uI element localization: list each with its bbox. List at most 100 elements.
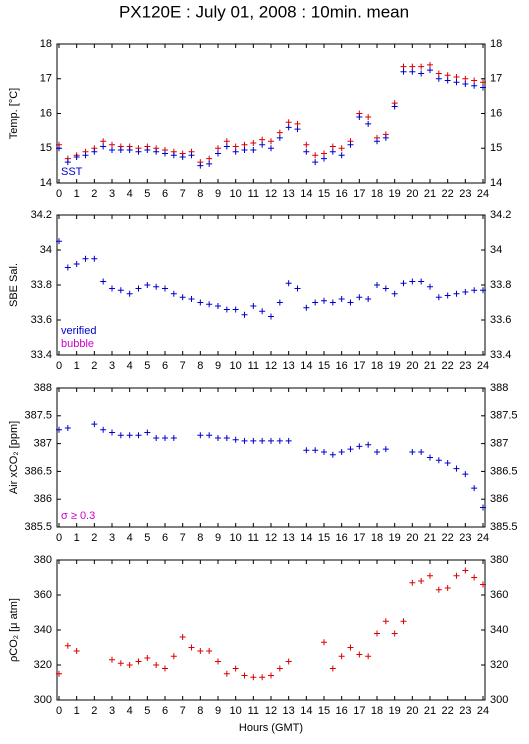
data-point xyxy=(435,294,442,301)
x-tick-label: 11 xyxy=(248,360,259,372)
x-tick-label: 5 xyxy=(144,360,150,372)
data-point xyxy=(285,280,292,287)
data-point xyxy=(179,634,186,640)
data-point xyxy=(374,630,380,637)
data-point xyxy=(435,75,442,82)
data-point xyxy=(250,140,257,147)
data-point xyxy=(117,432,124,439)
data-point xyxy=(188,644,195,651)
x-tick-label: 7 xyxy=(180,360,186,372)
y-tick-label-right: 387 xyxy=(490,438,508,450)
data-point xyxy=(338,653,345,660)
data-point xyxy=(126,146,133,153)
x-tick-label: 21 xyxy=(424,705,436,717)
y-tick-label: 18 xyxy=(40,38,52,50)
data-point xyxy=(144,282,151,288)
x-tick-label: 17 xyxy=(353,532,365,544)
y-tick-label-right: 386 xyxy=(490,493,508,505)
data-point xyxy=(347,446,354,453)
data-point xyxy=(73,153,80,160)
data-point xyxy=(144,146,151,153)
data-point xyxy=(285,124,292,131)
x-tick-label: 14 xyxy=(300,705,312,717)
x-tick-label: 14 xyxy=(300,360,312,372)
data-point xyxy=(206,432,213,439)
data-point xyxy=(382,285,389,292)
data-point xyxy=(480,287,486,294)
x-tick-label: 4 xyxy=(127,360,133,372)
data-point xyxy=(391,290,398,297)
x-tick-label: 3 xyxy=(109,705,115,717)
y-tick-label-right: 33.8 xyxy=(490,279,511,291)
data-point xyxy=(427,61,433,68)
data-point xyxy=(109,429,115,436)
data-point xyxy=(188,296,195,302)
y-tick-label-right: 320 xyxy=(490,659,508,671)
x-tick-label: 0 xyxy=(56,360,62,372)
data-point xyxy=(462,567,469,574)
data-point xyxy=(400,68,407,75)
x-tick-label: 0 xyxy=(56,705,62,717)
data-point xyxy=(321,150,327,157)
data-point xyxy=(241,311,248,318)
data-point xyxy=(471,574,478,581)
x-tick-label: 19 xyxy=(389,705,401,717)
x-tick-label: 18 xyxy=(371,532,383,544)
data-point xyxy=(356,443,363,450)
data-point xyxy=(162,435,168,442)
data-point xyxy=(91,255,98,262)
x-tick-label: 8 xyxy=(197,532,203,544)
data-point xyxy=(480,504,486,511)
data-point xyxy=(356,113,363,120)
data-point xyxy=(329,299,336,306)
x-tick-label: 14 xyxy=(300,532,312,544)
data-point xyxy=(453,74,460,81)
data-point xyxy=(109,656,115,663)
data-point xyxy=(382,618,389,625)
y-tick-label-right: 380 xyxy=(490,554,508,566)
x-tick-label: 6 xyxy=(162,360,168,372)
data-point xyxy=(135,658,142,665)
y-tick-label-right: 388 xyxy=(490,382,508,394)
x-tick-label: 24 xyxy=(477,188,489,200)
data-point xyxy=(250,303,257,309)
y-tick-label-right: 14 xyxy=(490,177,502,189)
data-point xyxy=(82,152,89,159)
x-tick-label: 20 xyxy=(406,705,418,717)
data-point xyxy=(365,441,372,448)
data-point xyxy=(462,75,469,82)
x-tick-label: 24 xyxy=(477,360,489,372)
data-point xyxy=(347,141,354,148)
y-tick-label-right: 386.5 xyxy=(490,465,518,477)
y-axis-title: Temp. [°C] xyxy=(8,88,20,139)
y-tick-label: 14 xyxy=(40,177,52,189)
y-tick-label: 380 xyxy=(34,554,52,566)
data-point xyxy=(329,451,336,458)
data-point xyxy=(312,159,319,166)
data-point xyxy=(365,120,372,127)
data-point xyxy=(206,648,213,654)
x-tick-label: 23 xyxy=(459,188,471,200)
x-tick-label: 20 xyxy=(406,188,418,200)
x-tick-label: 19 xyxy=(389,360,401,372)
data-point xyxy=(409,579,416,586)
data-point xyxy=(64,264,71,271)
data-point xyxy=(294,126,301,133)
x-tick-label: 4 xyxy=(127,705,133,717)
data-point xyxy=(162,150,168,157)
data-point xyxy=(223,435,230,442)
data-point xyxy=(126,290,133,297)
data-point xyxy=(409,448,416,455)
data-point xyxy=(427,67,433,74)
data-point xyxy=(285,119,292,126)
data-point xyxy=(409,63,416,70)
data-point xyxy=(109,285,115,292)
x-tick-label: 12 xyxy=(265,188,277,200)
data-point xyxy=(276,134,283,141)
data-point xyxy=(135,148,142,155)
data-point xyxy=(197,432,204,439)
x-tick-label: 19 xyxy=(389,188,401,200)
data-point xyxy=(435,70,442,77)
y-tick-label-right: 387.5 xyxy=(490,410,518,422)
data-point xyxy=(259,437,266,444)
